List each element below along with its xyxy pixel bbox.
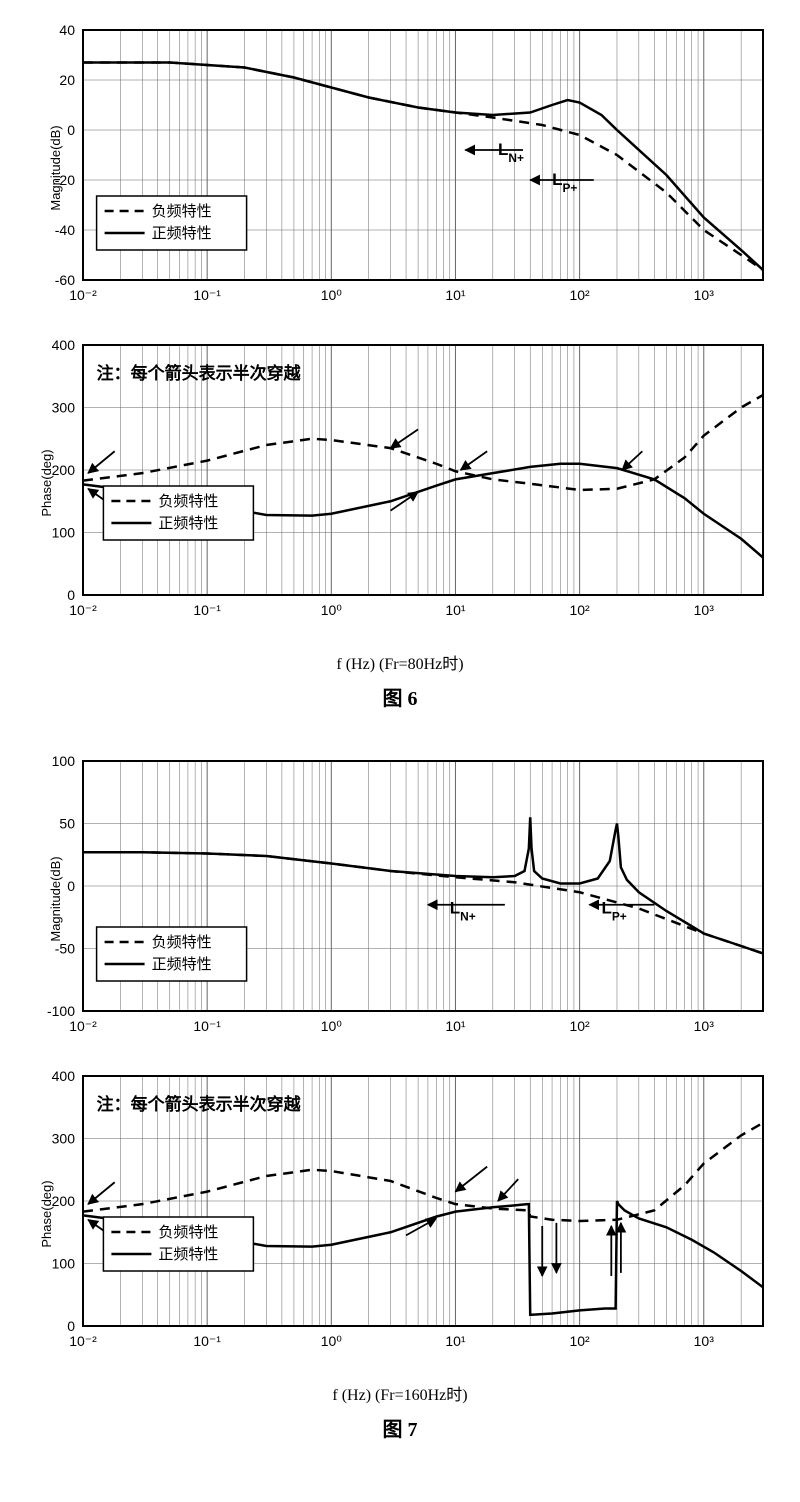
- figure-7: Magnitude(dB) -100 -50 0 50 100 10⁻² 10⁻¹ 10⁰ 10…: [10, 751, 790, 1442]
- svg-text:20: 20: [59, 72, 75, 88]
- fig7-xlabel: f (Hz) (Fr=160Hz时): [10, 1381, 790, 1405]
- svg-text:正频特性: 正频特性: [158, 1246, 218, 1263]
- fig7-panel1-ylabel: Magnitude(dB): [48, 856, 63, 941]
- svg-text:10¹: 10¹: [445, 1333, 466, 1349]
- svg-text:400: 400: [51, 337, 75, 353]
- svg-text:10⁰: 10⁰: [320, 1333, 342, 1349]
- svg-text:负频特性: 负频特性: [158, 493, 218, 510]
- svg-text:10¹: 10¹: [445, 1018, 466, 1034]
- svg-text:-60: -60: [54, 272, 74, 288]
- svg-text:10³: 10³: [693, 602, 714, 618]
- svg-text:正频特性: 正频特性: [158, 515, 218, 532]
- svg-text:200: 200: [51, 462, 75, 478]
- fig7-panel1-svg: -100-5005010010⁻²10⁻¹10⁰10¹10²10³LN+LP+负…: [23, 751, 778, 1046]
- svg-text:200: 200: [51, 1193, 75, 1209]
- svg-text:LN+: LN+: [497, 140, 523, 165]
- svg-text:注：每个箭头表示半次穿越: 注：每个箭头表示半次穿越: [96, 363, 301, 383]
- svg-text:300: 300: [51, 400, 75, 416]
- svg-text:0: 0: [67, 587, 75, 603]
- fig6-panel1-svg: -60-40-200204010⁻²10⁻¹10⁰10¹10²10³LN+LP+…: [23, 20, 778, 315]
- svg-text:100: 100: [51, 753, 75, 769]
- svg-text:40: 40: [59, 22, 75, 38]
- svg-text:10⁻¹: 10⁻¹: [193, 1018, 221, 1034]
- fig6-panel2-wrap: Phase(deg) 0 100 200 300 400 10⁻² 10⁻¹ 10⁰ 10¹ 10…: [23, 335, 778, 630]
- svg-text:LN+: LN+: [449, 899, 475, 924]
- svg-text:10²: 10²: [569, 287, 590, 303]
- svg-text:正频特性: 正频特性: [151, 956, 211, 973]
- svg-text:10⁻¹: 10⁻¹: [193, 602, 221, 618]
- svg-text:10⁻²: 10⁻²: [69, 602, 97, 618]
- svg-text:10³: 10³: [693, 287, 714, 303]
- svg-text:注：每个箭头表示半次穿越: 注：每个箭头表示半次穿越: [96, 1094, 301, 1114]
- svg-text:LP+: LP+: [552, 170, 577, 195]
- svg-text:负频特性: 负频特性: [158, 1224, 218, 1241]
- svg-text:正频特性: 正频特性: [151, 225, 211, 242]
- svg-text:0: 0: [67, 878, 75, 894]
- svg-text:10²: 10²: [569, 602, 590, 618]
- svg-text:10³: 10³: [693, 1333, 714, 1349]
- svg-text:100: 100: [51, 1256, 75, 1272]
- fig7-panel2-svg: 0 100 200 300 400 10⁻² 10⁻¹ 10⁰ 10¹ 10² 10³ 注：每个箭头表…: [23, 1066, 778, 1361]
- fig7-caption: 图 7: [10, 1413, 790, 1442]
- fig6-panel2-ylabel: Phase(deg): [39, 449, 54, 516]
- svg-text:300: 300: [51, 1131, 75, 1147]
- fig6-caption: 图 6: [10, 682, 790, 711]
- svg-text:10⁻²: 10⁻²: [69, 1333, 97, 1349]
- fig7-panel2-wrap: Phase(deg) 0 100 200 300 400 10⁻² 10⁻¹ 10⁰ 10¹ 10…: [23, 1066, 778, 1361]
- figure-6: Magnitude(dB) -60-40-200204010⁻²10⁻¹10⁰1…: [10, 20, 790, 711]
- svg-text:10⁰: 10⁰: [320, 602, 342, 618]
- svg-text:10⁻¹: 10⁻¹: [193, 287, 221, 303]
- svg-text:-40: -40: [54, 222, 74, 238]
- svg-text:-100: -100: [46, 1003, 74, 1019]
- svg-text:10²: 10²: [569, 1018, 590, 1034]
- fig7-panel2-ylabel: Phase(deg): [39, 1180, 54, 1247]
- svg-text:10⁻²: 10⁻²: [69, 287, 97, 303]
- svg-text:50: 50: [59, 816, 75, 832]
- svg-text:10⁻²: 10⁻²: [69, 1018, 97, 1034]
- fig6-xlabel: f (Hz) (Fr=80Hz时): [10, 650, 790, 674]
- svg-text:10⁰: 10⁰: [320, 287, 342, 303]
- svg-text:10³: 10³: [693, 1018, 714, 1034]
- svg-text:10²: 10²: [569, 1333, 590, 1349]
- svg-text:0: 0: [67, 1318, 75, 1334]
- svg-text:0: 0: [67, 122, 75, 138]
- fig6-panel2-svg: 0 100 200 300 400 10⁻² 10⁻¹ 10⁰ 10¹ 10² 10³ 注：每个箭头表…: [23, 335, 778, 630]
- svg-text:400: 400: [51, 1068, 75, 1084]
- fig6-panel1-wrap: Magnitude(dB) -60-40-200204010⁻²10⁻¹10⁰1…: [23, 20, 778, 315]
- svg-text:100: 100: [51, 525, 75, 541]
- svg-text:10⁰: 10⁰: [320, 1018, 342, 1034]
- svg-text:负频特性: 负频特性: [151, 203, 211, 220]
- svg-text:-50: -50: [54, 941, 74, 957]
- fig6-panel1-ylabel: Magnitude(dB): [48, 125, 63, 210]
- svg-text:10⁻¹: 10⁻¹: [193, 1333, 221, 1349]
- svg-text:10¹: 10¹: [445, 287, 466, 303]
- svg-text:负频特性: 负频特性: [151, 934, 211, 951]
- fig7-panel1-wrap: Magnitude(dB) -100 -50 0 50 100 10⁻² 10⁻¹ 10⁰ 10…: [23, 751, 778, 1046]
- svg-text:10¹: 10¹: [445, 602, 466, 618]
